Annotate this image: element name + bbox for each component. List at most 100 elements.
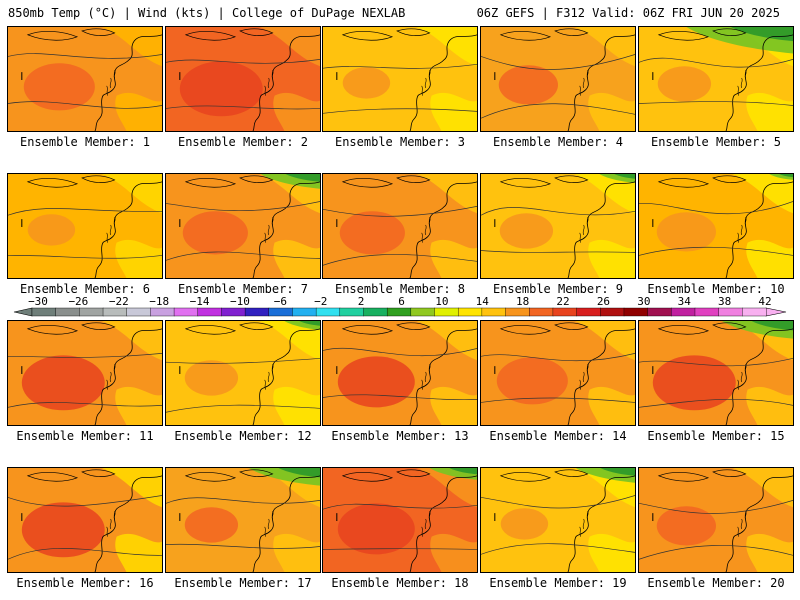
- warmer-temperature-region: [496, 357, 568, 405]
- ensemble-member-label: Ensemble Member: 15: [647, 429, 785, 443]
- great-lakes-outline: [657, 322, 747, 335]
- colorbar-tick-label: −2: [314, 295, 327, 308]
- bay-outline: [579, 511, 589, 537]
- warmer-temperature-region: [339, 211, 405, 255]
- bay-outline: [264, 511, 274, 537]
- temperature-field: [323, 321, 477, 425]
- height-contour: [166, 543, 320, 549]
- cooler-temperature-region: [732, 27, 793, 131]
- colorbar-swatch: [150, 307, 175, 317]
- ensemble-member-label: Ensemble Member: 16: [16, 576, 154, 590]
- colorbar-tick-label: −14: [190, 295, 210, 308]
- coastline: [725, 328, 793, 425]
- coldest-air-region: [278, 468, 320, 478]
- ensemble-member-label: Ensemble Member: 6: [19, 282, 151, 296]
- coldest-air-region: [751, 321, 793, 331]
- great-lakes-outline: [341, 28, 431, 41]
- colorbar-swatch: [600, 307, 625, 317]
- height-contour: [639, 101, 793, 106]
- colorbar-tick-label: −30: [28, 295, 48, 308]
- ensemble-member-map: [7, 320, 163, 426]
- cooler-temperature-region: [101, 321, 162, 425]
- bay-outline: [106, 511, 116, 537]
- colorbar-tick-label: −26: [68, 295, 88, 308]
- cooler-temperature-region: [732, 174, 793, 278]
- great-lakes-outline: [341, 469, 431, 482]
- ensemble-member-label: Ensemble Member: 7: [177, 282, 309, 296]
- height-contour: [8, 402, 162, 408]
- height-contour: [481, 495, 635, 509]
- ensemble-member-label: Ensemble Member: 18: [331, 576, 469, 590]
- colorbar-swatch: [410, 307, 436, 317]
- ensemble-member-label: Ensemble Member: 8: [334, 282, 466, 296]
- ensemble-member-label: Ensemble Member: 2: [177, 135, 309, 149]
- height-contour: [323, 206, 477, 217]
- cooler-temperature-region: [416, 468, 477, 572]
- warmer-temperature-region: [182, 211, 248, 255]
- ensemble-member-label: Ensemble Member: 12: [174, 429, 312, 443]
- coastline: [94, 328, 162, 425]
- colorbar-swatch: [529, 307, 554, 317]
- ensemble-member-label: Ensemble Member: 19: [489, 576, 627, 590]
- bay-outline: [421, 364, 431, 390]
- bay-outline: [106, 217, 116, 243]
- coastline: [725, 475, 793, 572]
- height-contour: [166, 404, 320, 413]
- colorbar-swatch: [339, 307, 364, 317]
- cooler-temperature-region: [416, 321, 477, 425]
- warmer-temperature-region: [499, 213, 554, 249]
- temperature-field: [166, 174, 320, 278]
- warmer-temperature-region: [179, 61, 263, 117]
- cooler-temperature-region: [101, 174, 162, 278]
- coastline: [409, 181, 477, 278]
- great-lakes-outline: [499, 28, 589, 41]
- temperature-field: [8, 174, 162, 278]
- colorbar-tick-label: 10: [435, 295, 448, 308]
- colorbar-swatch: [79, 307, 104, 317]
- height-contour: [323, 503, 477, 510]
- bay-outline: [264, 364, 274, 390]
- colorbar-svg: −30 −26 −22 −18 −14 −10 −6 −2 2 6 10 14 18 22 26 30 34 38…: [13, 295, 787, 317]
- colorbar-tick-label: 2: [358, 295, 365, 308]
- colorbar-tick-label: 22: [556, 295, 569, 308]
- cooler-temperature-region: [416, 174, 477, 278]
- height-contour: [8, 53, 162, 59]
- temperature-field: [323, 27, 477, 131]
- bay-outline: [421, 217, 431, 243]
- warmer-temperature-region: [184, 507, 239, 543]
- colorbar-tick-label: 6: [398, 295, 405, 308]
- temperature-field: [481, 27, 635, 131]
- warmer-temperature-region: [337, 503, 415, 555]
- cooler-temperature-region: [259, 27, 320, 131]
- coastline: [252, 34, 320, 131]
- height-contour: [166, 201, 320, 212]
- height-contour: [166, 59, 320, 64]
- colorbar-swatch: [434, 307, 459, 317]
- cooler-temperature-region: [574, 468, 635, 572]
- colorbar-swatch: [505, 307, 530, 317]
- cooler-temperature-region: [259, 468, 320, 572]
- height-contour: [639, 500, 793, 514]
- height-contour: [166, 357, 320, 364]
- great-lakes-outline: [657, 28, 747, 41]
- bay-outline: [264, 70, 274, 96]
- great-lakes-outline: [26, 322, 116, 335]
- great-lakes-outline: [499, 322, 589, 335]
- colorbar-swatch: [244, 307, 270, 317]
- cooler-temperature-region: [101, 27, 162, 131]
- height-contour: [166, 105, 320, 110]
- coastline: [567, 475, 635, 572]
- colorbar-swatch: [694, 307, 720, 317]
- height-contour: [481, 103, 635, 119]
- coldest-air-region: [449, 468, 477, 475]
- ensemble-member-map: [165, 320, 321, 426]
- colorbar-tick-label: 34: [678, 295, 692, 308]
- ensemble-member-map: [480, 173, 636, 279]
- height-contour: [639, 398, 793, 408]
- height-contour: [323, 394, 477, 401]
- colorbar-swatch: [552, 307, 578, 317]
- height-contour: [481, 250, 635, 253]
- bay-outline: [106, 70, 116, 96]
- height-contour: [639, 545, 793, 560]
- height-contour: [481, 207, 635, 216]
